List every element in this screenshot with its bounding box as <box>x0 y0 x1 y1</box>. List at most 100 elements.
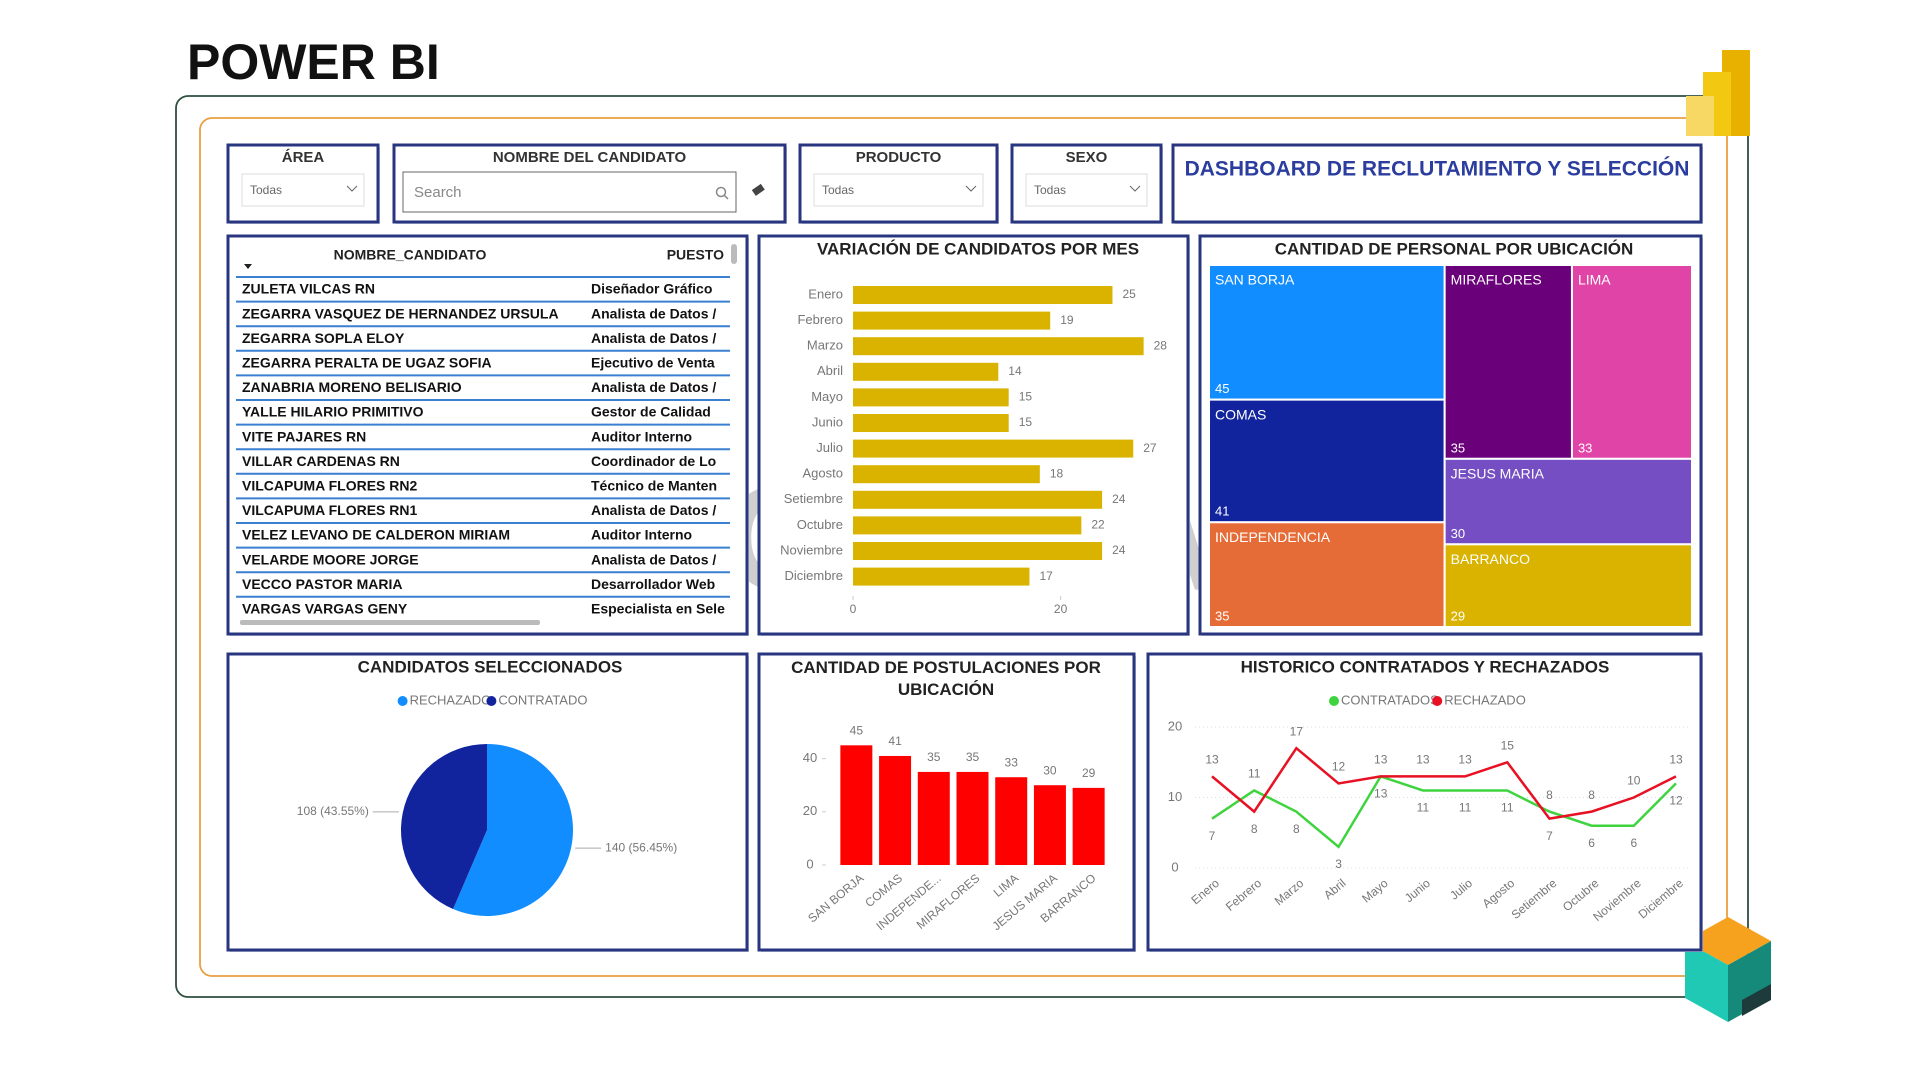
line-series <box>1211 774 1677 849</box>
y-tick-label: Junio <box>812 414 843 429</box>
legend-label: CONTRATADO <box>498 692 587 707</box>
y-tick-label: 0 <box>1171 859 1178 874</box>
x-tick-label: 20 <box>1054 602 1068 616</box>
y-tick-label: Febrero <box>797 312 843 327</box>
cell: VITE PAJARES RN <box>242 428 366 444</box>
slicer-label: SEXO <box>1066 149 1108 166</box>
data-label: 3 <box>1335 857 1342 871</box>
cell: Analista de Datos / <box>591 330 716 346</box>
y-tick-label: 10 <box>1168 789 1182 804</box>
bar <box>853 465 1040 484</box>
chevron <box>346 185 358 192</box>
y-tick-label: 40 <box>803 750 817 765</box>
data-label: 13 <box>1416 753 1430 767</box>
eraser-icon[interactable] <box>751 183 765 196</box>
tile-label: LIMA <box>1578 272 1611 288</box>
tile-value: 35 <box>1215 608 1229 623</box>
y-tick-label: Setiembre <box>784 491 843 506</box>
bar <box>917 771 950 865</box>
dropdown-value: Todas <box>822 183 854 197</box>
tile-label: BARRANCO <box>1451 551 1530 567</box>
cell: Analista de Datos / <box>591 379 716 395</box>
cube-logo <box>1685 917 1771 1022</box>
cell: VILCAPUMA FLORES RN2 <box>242 478 417 494</box>
cell: Gestor de Calidad <box>591 404 711 420</box>
bar <box>853 286 1113 304</box>
search-placeholder: Search <box>414 184 462 201</box>
data-label: 24 <box>1112 543 1126 557</box>
dropdown[interactable] <box>241 173 365 207</box>
tile-value: 45 <box>1215 381 1229 396</box>
chart-title: CANDIDATOS SELECCIONADOS <box>358 657 623 676</box>
cell: VELEZ LEVANO DE CALDERON MIRIAM <box>242 527 510 543</box>
y-tick-label: Julio <box>816 440 843 455</box>
data-label: 11 <box>1248 767 1261 781</box>
sort-arrow <box>244 264 252 269</box>
legend-marker <box>1432 696 1443 706</box>
bar <box>1033 785 1066 865</box>
legend-label: CONTRATADOS <box>1341 692 1439 707</box>
data-label: 8 <box>1546 788 1553 802</box>
cell: ZEGARRA VASQUEZ DE HERNANDEZ URSULA <box>242 305 559 321</box>
panel <box>1146 652 1703 952</box>
chart-title: CANTIDAD DE POSTULACIONES POR UBICACIÓN <box>791 658 1101 699</box>
data-label: 11 <box>1459 801 1472 815</box>
column-header: NOMBRE_CANDIDATO <box>334 247 487 263</box>
data-label: 12 <box>1332 760 1346 774</box>
bar <box>853 337 1144 356</box>
slicer-label: PRODUCTO <box>856 149 942 166</box>
bar <box>1072 787 1105 865</box>
data-label: 17 <box>1290 724 1304 738</box>
cell: Técnico de Manten <box>591 478 717 494</box>
cell: Analista de Datos / <box>591 305 716 321</box>
bar <box>840 745 873 865</box>
data-label: 11 <box>1417 801 1430 815</box>
bar <box>853 439 1134 458</box>
data-label: 18 <box>1050 466 1064 480</box>
data-label: 29 <box>1082 766 1096 780</box>
treemap-tile <box>1570 264 1694 460</box>
y-tick-label: Marzo <box>807 338 843 353</box>
data-label: 22 <box>1091 518 1105 532</box>
data-label: 6 <box>1630 836 1637 850</box>
cell: Ejecutivo de Venta <box>591 355 715 371</box>
data-label: 8 <box>1251 822 1258 836</box>
treemap-tile <box>1443 543 1693 628</box>
data-label: 14 <box>1008 364 1022 378</box>
dropdown-value: Todas <box>1034 183 1066 197</box>
bar <box>853 362 999 381</box>
dropdown[interactable] <box>813 173 984 207</box>
bar <box>853 388 1009 407</box>
pie-slice <box>453 744 573 916</box>
cell: Analista de Datos / <box>591 551 716 567</box>
data-label: 15 <box>1019 415 1033 429</box>
tile-label: MIRAFLORES <box>1451 272 1542 288</box>
tile-value: 35 <box>1451 440 1465 455</box>
inner-frame <box>199 117 1728 977</box>
data-label: 17 <box>1039 569 1053 583</box>
data-label: 11 <box>1501 801 1514 815</box>
tile-label: SAN BORJA <box>1215 272 1295 288</box>
dropdown[interactable] <box>1025 173 1148 207</box>
search-box[interactable] <box>402 171 737 213</box>
scrollbar <box>731 244 737 264</box>
slicer-label: ÁREA <box>282 149 325 166</box>
treemap-tile <box>1208 398 1446 524</box>
table-body: ZULETA VILCAS RN Diseñador Gráfico ZEGARRA… <box>236 276 730 617</box>
pie-slice <box>400 744 487 910</box>
chart-title: HISTORICO CONTRATADOS Y RECHAZADOS <box>1241 657 1610 676</box>
panel <box>757 652 1136 952</box>
data-label: 13 <box>1374 787 1388 801</box>
bar <box>956 771 989 865</box>
cell: VILCAPUMA FLORES RN1 <box>242 502 417 518</box>
y-tick-label: 20 <box>803 803 817 818</box>
cell: VELARDE MOORE JORGE <box>242 551 419 567</box>
y-tick-label: Diciembre <box>784 568 843 583</box>
bar <box>879 755 912 865</box>
data-label: 6 <box>1588 836 1595 850</box>
y-tick-label: 0 <box>806 856 813 871</box>
chevron <box>965 185 977 192</box>
search-icon <box>715 186 727 198</box>
treemap-tile <box>1443 264 1573 460</box>
